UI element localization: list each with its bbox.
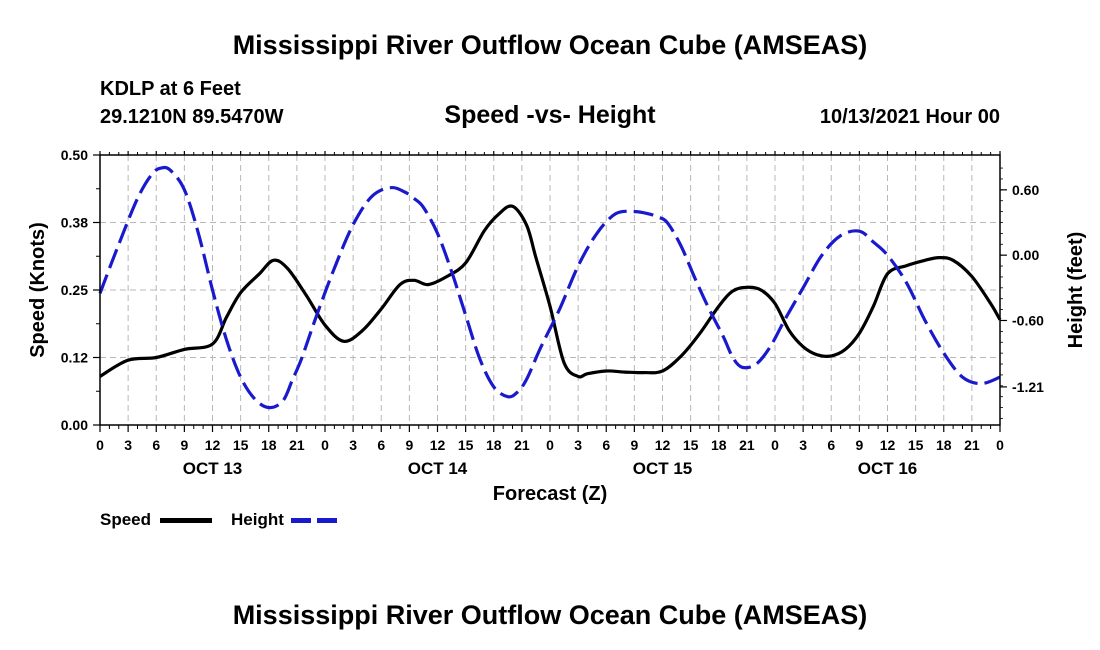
- forecast-datetime: 10/13/2021 Hour 00: [819, 106, 1000, 128]
- x-tick-label: 0: [96, 437, 104, 453]
- x-tick-label: 15: [458, 437, 474, 453]
- axes: 0 3 6 9 12 15 18 21 0 3 6 9 12 15 18 21 0 3 6 9 12 15 18 21 0 3 6 9…: [61, 147, 1044, 478]
- x-tick-label: 12: [880, 437, 896, 453]
- x-tick-label: 21: [964, 437, 980, 453]
- x-tick-label: 3: [574, 437, 582, 453]
- legend-height-swatch: [291, 518, 343, 523]
- y-axis-label: Speed (Knots): [27, 222, 49, 358]
- y-tick-label: 0.00: [61, 417, 88, 433]
- x-tick-label: 0: [996, 437, 1004, 453]
- x-tick-label: 6: [602, 437, 610, 453]
- y-tick-label: 0.38: [61, 215, 88, 231]
- x-tick-label: 3: [124, 437, 132, 453]
- x-tick-label: 18: [711, 437, 727, 453]
- y2-tick-label: 0.00: [1012, 247, 1039, 263]
- legend-height-label: Height: [231, 510, 284, 529]
- x-tick-label: 0: [321, 437, 329, 453]
- x-tick-label: 9: [630, 437, 638, 453]
- x-tick-label: 6: [377, 437, 385, 453]
- x-tick-label: 21: [289, 437, 305, 453]
- x-tick-label: 12: [655, 437, 671, 453]
- x-tick-label: 21: [739, 437, 755, 453]
- day-label: OCT 14: [408, 459, 468, 478]
- y2-tick-label: 0.60: [1012, 182, 1039, 198]
- legend-speed-swatch: [160, 518, 212, 523]
- y2-axis-label: Height (feet): [1065, 232, 1087, 349]
- x-tick-label: 6: [152, 437, 160, 453]
- page-title-bottom: Mississippi River Outflow Ocean Cube (AM…: [232, 600, 868, 630]
- x-tick-label: 9: [855, 437, 863, 453]
- x-tick-label: 18: [936, 437, 952, 453]
- x-tick-label: 0: [771, 437, 779, 453]
- station-name: KDLP at 6 Feet: [100, 78, 241, 100]
- y-tick-label: 0.12: [61, 350, 88, 366]
- day-label: OCT 15: [633, 459, 693, 478]
- x-tick-label: 6: [827, 437, 835, 453]
- series-line-height: [98, 165, 1001, 410]
- x-tick-label: 3: [349, 437, 357, 453]
- y2-tick-label: -1.21: [1012, 379, 1044, 395]
- x-tick-label: 21: [514, 437, 530, 453]
- x-tick-label: 9: [180, 437, 188, 453]
- x-tick-label: 15: [683, 437, 699, 453]
- station-coordinates: 29.1210N 89.5470W: [100, 106, 284, 128]
- day-label: OCT 16: [858, 459, 918, 478]
- x-tick-label: 15: [908, 437, 924, 453]
- x-tick-label: 18: [261, 437, 277, 453]
- series-layer: [98, 165, 1002, 410]
- y-tick-label: 0.25: [61, 282, 88, 298]
- speed-height-chart: 0 3 6 9 12 15 18 21 0 3 6 9 12 15 18 21 0 3 6 9 12 15 18 21 0 3 6 9…: [27, 147, 1087, 505]
- x-tick-label: 12: [430, 437, 446, 453]
- page-title: Mississippi River Outflow Ocean Cube (AM…: [232, 30, 868, 60]
- legend-speed-label: Speed: [100, 510, 152, 529]
- y-tick-label: 0.50: [61, 147, 88, 163]
- x-tick-label: 9: [405, 437, 413, 453]
- series-line-speed: [99, 204, 1002, 379]
- x-tick-label: 15: [233, 437, 249, 453]
- x-axis-label: Forecast (Z): [493, 483, 607, 505]
- x-tick-label: 18: [486, 437, 502, 453]
- day-label: OCT 13: [183, 459, 243, 478]
- grid: [100, 155, 1000, 425]
- x-tick-label: 3: [799, 437, 807, 453]
- chart-subtitle: Speed -vs- Height: [444, 101, 656, 129]
- y2-tick-label: -0.60: [1012, 312, 1044, 328]
- x-tick-label: 0: [546, 437, 554, 453]
- x-tick-label: 12: [205, 437, 221, 453]
